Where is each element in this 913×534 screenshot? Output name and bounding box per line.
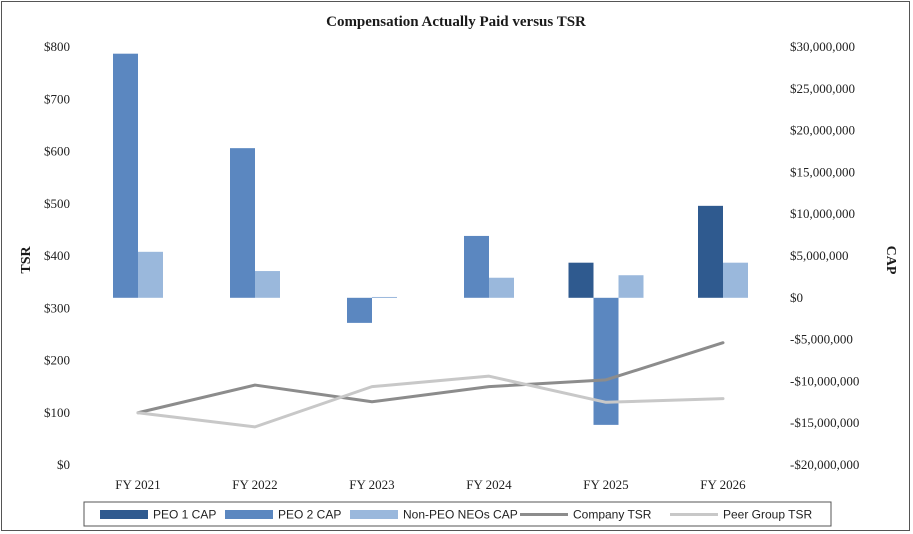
- right-axis-title: CAP: [883, 246, 898, 275]
- right-tick-label: $30,000,000: [790, 39, 855, 54]
- left-axis-title: TSR: [19, 245, 34, 273]
- right-tick-label: $5,000,000: [790, 248, 849, 263]
- legend-label: Non-PEO NEOs CAP: [403, 508, 518, 522]
- right-tick-label: -$15,000,000: [790, 415, 859, 430]
- right-tick-label: -$5,000,000: [790, 332, 853, 347]
- legend-label: PEO 1 CAP: [153, 508, 216, 522]
- x-tick-label: FY 2021: [115, 477, 160, 492]
- left-tick-label: $100: [44, 405, 70, 420]
- left-tick-label: $800: [44, 39, 70, 54]
- bar-non-peo-neos-cap-2: [255, 271, 280, 298]
- legend-item: Peer Group TSR: [670, 508, 812, 522]
- right-tick-label: $20,000,000: [790, 123, 855, 138]
- x-tick-label: FY 2023: [349, 477, 394, 492]
- left-tick-label: $300: [44, 300, 70, 315]
- right-tick-label: $15,000,000: [790, 164, 855, 179]
- right-tick-label: $0: [790, 290, 803, 305]
- legend-swatch: [100, 510, 148, 519]
- bar-peo-2-cap-5: [593, 297, 619, 425]
- legend-label: PEO 2 CAP: [278, 508, 341, 522]
- x-axis-labels: FY 2021 FY 2022 FY 2023 FY 2024 FY 2025 FY 20…: [115, 477, 746, 492]
- bar-peo-2-cap-4: [464, 235, 489, 298]
- x-tick-label: FY 2025: [583, 477, 628, 492]
- legend-item: Non-PEO NEOs CAP: [350, 508, 518, 522]
- x-tick-label: FY 2024: [466, 477, 512, 492]
- legend-swatch: [350, 510, 398, 519]
- left-tick-label: $600: [44, 144, 70, 159]
- legend-label: Peer Group TSR: [723, 508, 812, 522]
- lines: [136, 341, 725, 429]
- legend-item: PEO 1 CAP: [100, 508, 216, 522]
- line-company-tsr: [136, 341, 725, 415]
- chart-title: Compensation Actually Paid versus TSR: [326, 14, 586, 30]
- right-tick-label: $25,000,000: [790, 81, 855, 96]
- bar-peo-2-cap-3: [347, 297, 372, 323]
- left-tick-label: $0: [57, 457, 70, 472]
- bar-non-peo-neos-cap-3: [372, 296, 397, 298]
- right-tick-label: $10,000,000: [790, 206, 855, 221]
- legend-swatch: [225, 510, 273, 519]
- bar-peo-1-cap-6: [698, 205, 723, 298]
- legend: PEO 1 CAP PEO 2 CAP Non-PEO NEOs CAP Compan…: [83, 501, 832, 527]
- bar-peo-2-cap-1: [113, 53, 138, 298]
- left-tick-label: $200: [44, 353, 70, 368]
- bar-non-peo-neos-cap-4: [489, 277, 514, 298]
- right-tick-label: -$10,000,000: [790, 373, 859, 388]
- x-tick-label: FY 2026: [700, 477, 746, 492]
- left-tick-label: $700: [44, 91, 70, 106]
- bar-peo-2-cap-2: [230, 148, 255, 298]
- right-axis-ticks: -$20,000,000 -$15,000,000 -$10,000,000 -$5,…: [790, 39, 859, 472]
- bar-non-peo-neos-cap-1: [138, 251, 163, 298]
- line-peer-group-tsr: [136, 374, 725, 429]
- right-tick-label: -$20,000,000: [790, 457, 859, 472]
- left-tick-label: $400: [44, 248, 70, 263]
- bar-peo-1-cap-5: [568, 262, 594, 298]
- bars: [113, 53, 748, 425]
- bar-non-peo-neos-cap-6: [723, 262, 748, 298]
- left-tick-label: $500: [44, 196, 70, 211]
- legend-label: Company TSR: [573, 508, 652, 522]
- legend-item: Company TSR: [520, 508, 652, 522]
- legend-item: PEO 2 CAP: [225, 508, 341, 522]
- bar-non-peo-neos-cap-5: [618, 275, 644, 298]
- left-axis-ticks: $0 $100 $200 $300 $400 $500 $600 $700 $800: [44, 39, 70, 472]
- x-tick-label: FY 2022: [232, 477, 277, 492]
